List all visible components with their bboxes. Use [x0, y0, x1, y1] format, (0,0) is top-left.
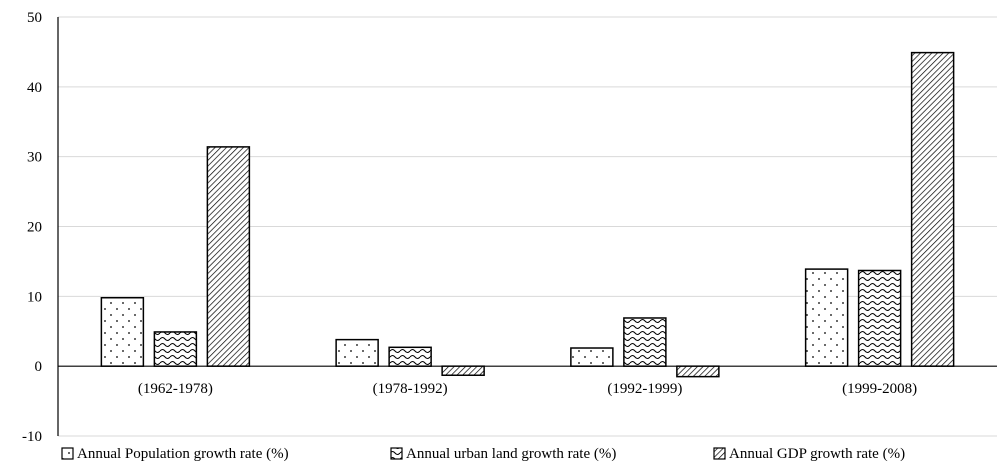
legend-label: Annual urban land growth rate (%): [406, 446, 616, 462]
y-tick-label: 0: [35, 359, 43, 375]
bar: [804, 268, 849, 367]
bar: [676, 365, 720, 378]
y-tick-label: 20: [27, 220, 42, 236]
x-category-label: (1992-1999): [607, 381, 682, 397]
y-tick-label: 10: [27, 289, 42, 305]
bar: [441, 365, 485, 376]
legend-label: Annual Population growth rate (%): [77, 446, 289, 462]
gridlines: [58, 16, 997, 437]
y-tick-label: 30: [27, 150, 42, 166]
axes: -10 0 10 20 30 40 50: [22, 10, 997, 445]
bar: [623, 317, 667, 367]
legend-swatch: [713, 447, 726, 460]
bars: [100, 51, 955, 378]
bar: [857, 269, 902, 367]
y-tick-label: 40: [27, 80, 42, 96]
bar: [335, 338, 379, 367]
category-labels: (1962-1978) (1978-1992) (1992-1999) (1999-2…: [138, 381, 917, 397]
bar: [100, 296, 145, 367]
legend-label: Annual GDP growth rate (%): [729, 446, 905, 462]
bar: [910, 51, 955, 367]
x-category-label: (1999-2008): [842, 381, 917, 397]
legend-swatch: [390, 447, 403, 460]
bar: [206, 146, 251, 367]
y-tick-label: -10: [22, 429, 42, 445]
bar: [388, 346, 432, 367]
x-category-label: (1978-1992): [373, 381, 448, 397]
legend: Annual Population growth rate (%) Annual …: [61, 446, 905, 462]
bar: [570, 347, 614, 367]
x-category-label: (1962-1978): [138, 381, 213, 397]
legend-swatch: [61, 447, 74, 460]
bar: [153, 331, 198, 367]
y-tick-label: 50: [27, 10, 42, 26]
